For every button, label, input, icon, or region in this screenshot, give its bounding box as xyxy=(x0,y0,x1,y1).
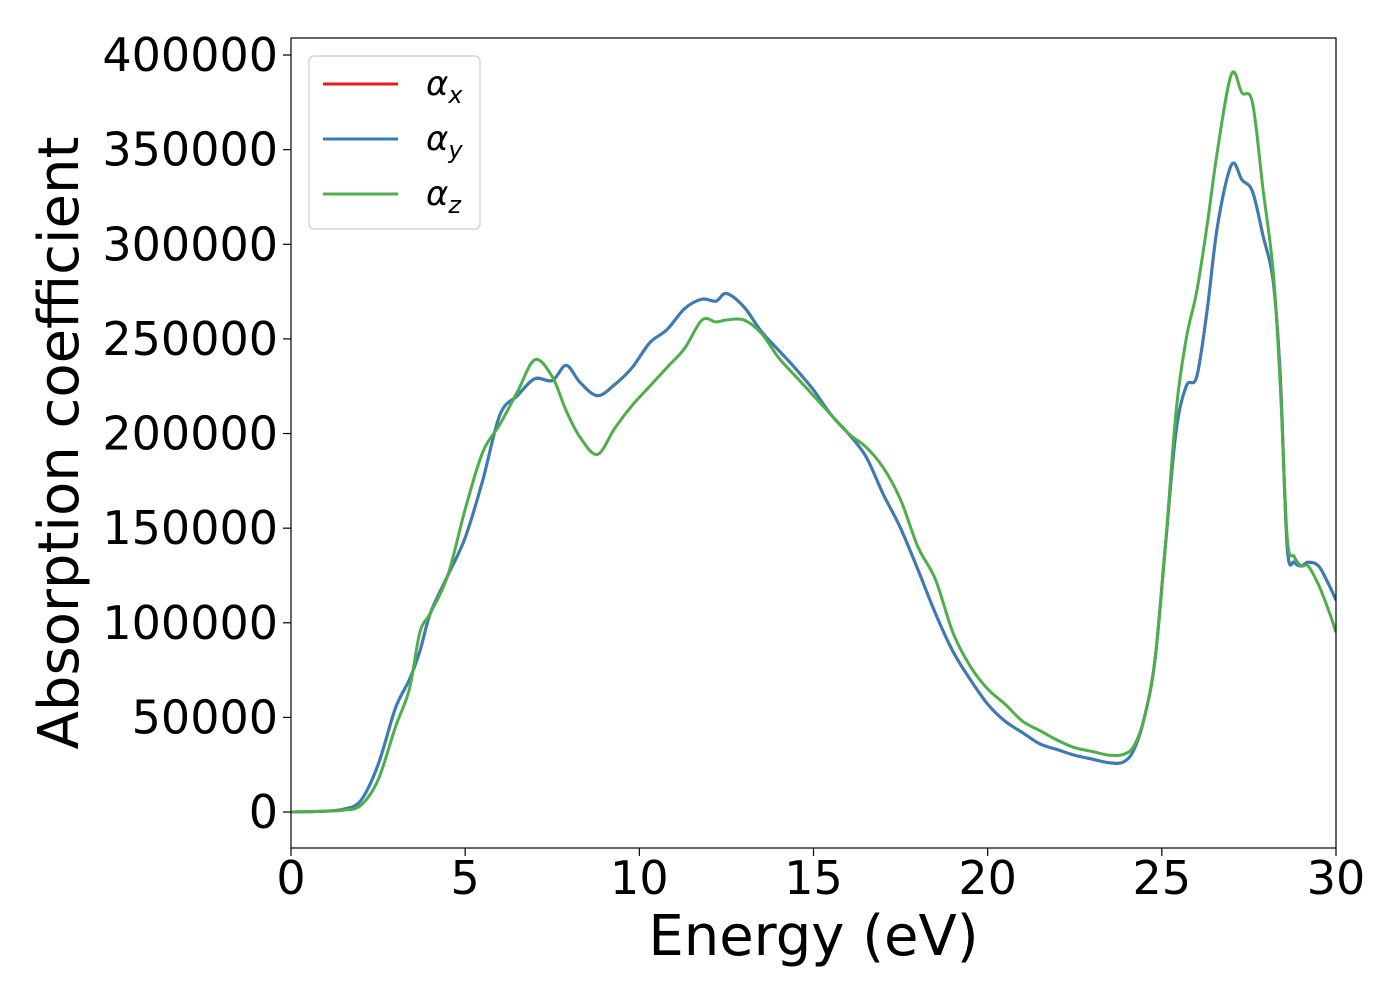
x-tick-label: 15 xyxy=(784,851,843,905)
x-tick-label: 30 xyxy=(1307,851,1366,905)
x-tick-label: 10 xyxy=(610,851,669,905)
x-tick-label: 5 xyxy=(451,851,480,905)
y-tick-label: 0 xyxy=(249,785,278,839)
y-tick-label: 100000 xyxy=(102,596,278,650)
y-tick-label: 150000 xyxy=(102,501,278,555)
x-tick-label: 20 xyxy=(958,851,1017,905)
legend-label: αx xyxy=(426,64,463,109)
x-tick-label: 25 xyxy=(1133,851,1192,905)
legend-box xyxy=(308,55,481,230)
x-axis: 0 5 10 15 20 25 30 xyxy=(276,848,1365,905)
x-tick-label: 0 xyxy=(276,851,305,905)
series-line-z xyxy=(291,70,1336,814)
series-line-y xyxy=(291,161,1336,814)
y-tick-label: 400000 xyxy=(102,28,278,82)
y-tick-label: 300000 xyxy=(102,217,278,271)
y-tick-label: 200000 xyxy=(102,407,278,461)
series-layer xyxy=(291,70,1336,814)
y-tick-label: 250000 xyxy=(102,312,278,366)
x-axis-title: Energy (eV) xyxy=(648,904,978,969)
y-axis: 0 50000 100000 150000 200000 250000 300000 3500… xyxy=(102,28,291,839)
legend-label: αy xyxy=(426,119,463,164)
y-axis-title: Absorption coefficient xyxy=(27,137,92,750)
y-tick-label: 50000 xyxy=(132,690,278,744)
legend-label: αz xyxy=(426,174,462,219)
series-line-x xyxy=(291,161,1336,814)
y-tick-label: 350000 xyxy=(102,123,278,177)
legend: αx αy αz xyxy=(308,55,481,230)
